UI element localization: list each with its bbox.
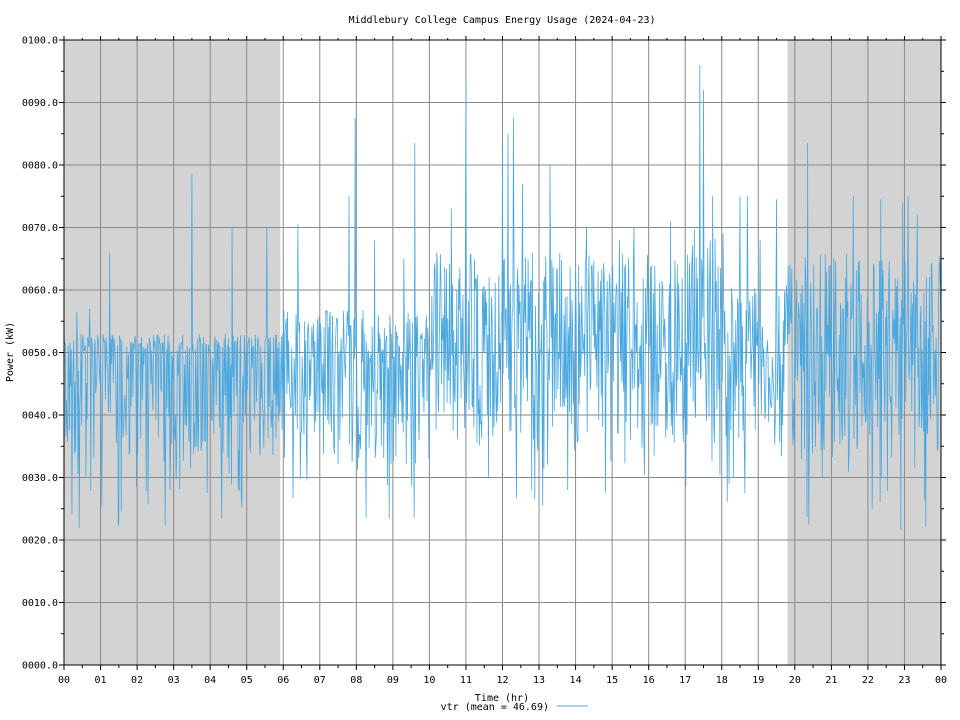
y-tick-label-3: 0030.0 — [22, 473, 58, 484]
series-vtr — [63, 64, 942, 530]
series-line-vtr — [63, 64, 942, 530]
x-tick-label-14: 14 — [570, 675, 582, 686]
x-tick-label-10: 10 — [423, 675, 435, 686]
axis-ticks — [59, 36, 946, 670]
x-tick-label-8: 08 — [350, 675, 362, 686]
y-tick-label-5: 0050.0 — [22, 348, 58, 359]
x-tick-label-13: 13 — [533, 675, 545, 686]
x-tick-label-6: 06 — [277, 675, 289, 686]
x-tick-label-12: 12 — [496, 675, 508, 686]
y-tick-label-8: 0080.0 — [22, 161, 58, 172]
x-tick-label-4: 04 — [204, 675, 216, 686]
x-tick-label-5: 05 — [241, 675, 253, 686]
x-tick-label-15: 15 — [606, 675, 618, 686]
x-tick-label-20: 20 — [789, 675, 801, 686]
y-tick-label-6: 0060.0 — [22, 286, 58, 297]
x-tick-label-3: 03 — [168, 675, 180, 686]
y-tick-label-10: 0100.0 — [22, 36, 58, 47]
y-tick-label-1: 0010.0 — [22, 598, 58, 609]
y-tick-label-0: 0000.0 — [22, 661, 58, 672]
y-tick-label-4: 0040.0 — [22, 411, 58, 422]
x-tick-label-1: 01 — [95, 675, 107, 686]
tick-labels: 00 01 02 03 04 05 06 07 08 09 10 11 12 13 14 15 16 17 18 19… — [22, 36, 947, 687]
x-tick-label-11: 11 — [460, 675, 472, 686]
x-tick-label-18: 18 — [716, 675, 728, 686]
x-tick-label-7: 07 — [314, 675, 326, 686]
legend-label: vtr (mean = 46.69) — [441, 702, 549, 713]
x-axis-label: Time (hr) — [475, 693, 529, 704]
x-tick-label-22: 22 — [862, 675, 874, 686]
x-tick-label-0: 00 — [58, 675, 70, 686]
x-tick-label-16: 16 — [643, 675, 655, 686]
x-tick-label-21: 21 — [825, 675, 837, 686]
x-tick-label-23: 23 — [898, 675, 910, 686]
y-tick-label-7: 0070.0 — [22, 223, 58, 234]
y-axis-label: Power (kW) — [5, 322, 16, 382]
y-tick-label-2: 0020.0 — [22, 536, 58, 547]
x-tick-label-2: 02 — [131, 675, 143, 686]
chart-title: Middlebury College Campus Energy Usage (… — [348, 15, 655, 26]
x-tick-label-9: 09 — [387, 675, 399, 686]
x-tick-label-19: 19 — [752, 675, 764, 686]
x-tick-label-24: 00 — [935, 675, 947, 686]
x-tick-label-17: 17 — [679, 675, 691, 686]
y-tick-label-9: 0090.0 — [22, 98, 58, 109]
